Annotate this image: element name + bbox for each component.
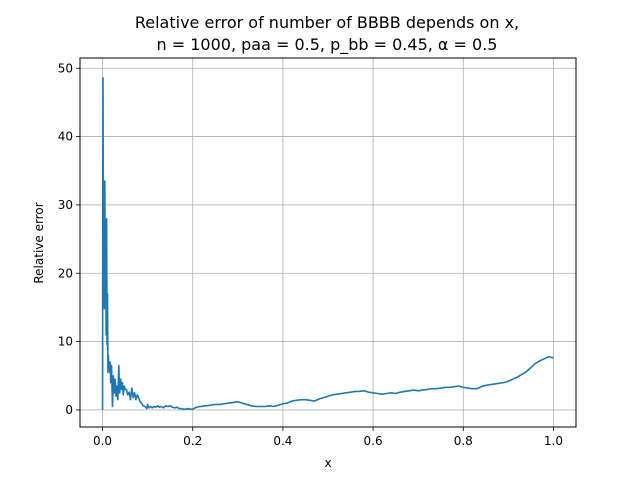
series-line-0 <box>101 77 554 411</box>
chart-title-line-1: Relative error of number of BBBB depends… <box>135 13 519 32</box>
y-tick-label: 40 <box>58 130 73 144</box>
y-axis-label: Relative error <box>32 202 46 283</box>
y-tick-label: 10 <box>58 335 73 349</box>
axes-frame <box>79 57 577 428</box>
y-tick-label: 30 <box>58 198 73 212</box>
x-tick-label: 0.0 <box>93 434 112 448</box>
x-tick-label: 0.4 <box>273 434 292 448</box>
y-tick-label: 0 <box>65 403 73 417</box>
plot-area <box>101 77 554 411</box>
y-tick-label: 20 <box>58 266 73 280</box>
y-tick-label: 50 <box>58 61 73 75</box>
ticks: 0.0 0.2 0.4 0.6 0.8 1.0 0 10 20 30 40 50 <box>58 61 563 448</box>
x-tick-label: 0.2 <box>183 434 202 448</box>
x-tick-label: 1.0 <box>544 434 563 448</box>
x-tick-label: 0.6 <box>364 434 383 448</box>
x-tick-label: 0.8 <box>454 434 473 448</box>
x-axis-label: x <box>324 456 331 470</box>
grid <box>80 58 576 427</box>
chart-title-line-2: n = 1000, paa = 0.5, p_bb = 0.45, α = 0.… <box>157 35 498 55</box>
